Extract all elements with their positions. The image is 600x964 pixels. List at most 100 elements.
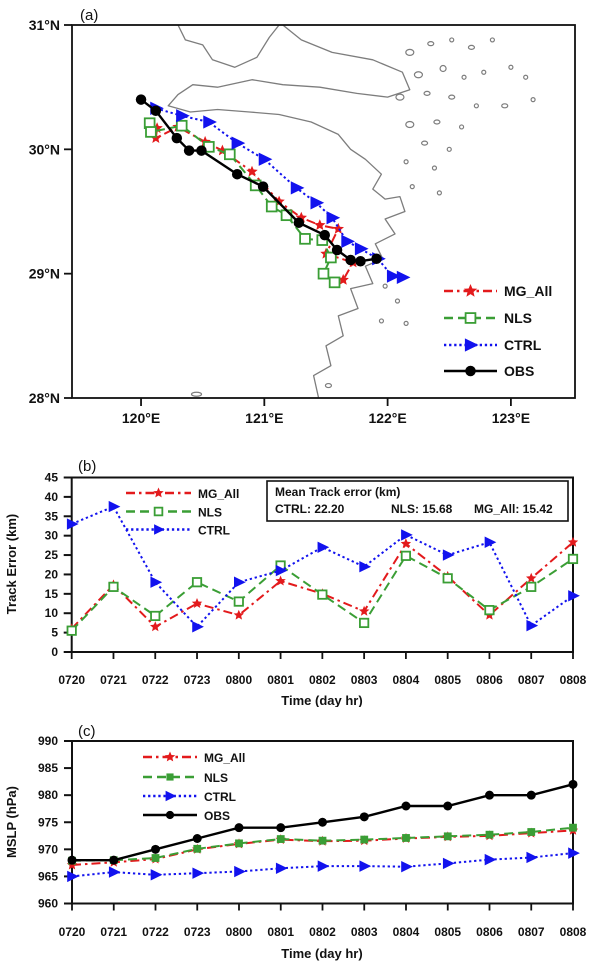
x-tick-label: 0802 [309,925,336,939]
circle-marker [234,823,244,833]
island [420,140,429,146]
circle-marker [109,855,119,865]
track-error-x-axis-title: Time (day hr) [281,693,362,707]
square-marker [400,550,412,561]
y-tick-label: 45 [45,471,59,485]
star-marker [567,536,579,547]
circle-marker [401,801,411,811]
island [436,190,442,196]
triangle-marker [150,869,163,881]
circle-marker [318,817,327,827]
island [405,48,415,56]
island [427,41,435,47]
x-tick-label: 0807 [518,673,545,687]
circle-marker [359,812,369,822]
map-plot-area [135,25,536,398]
island [523,74,529,80]
legend-entry-CTRL: CTRL [444,337,542,353]
x-tick-label: 121°E [245,410,283,426]
x-tick-label: 0720 [58,673,85,687]
star-marker [400,538,412,549]
x-tick-label: 123°E [492,410,530,426]
island [449,37,455,43]
triangle-marker [258,152,273,166]
triangle-marker [401,860,413,873]
triangle-marker [275,564,288,577]
island [403,320,409,326]
legend-label: NLS [198,506,222,520]
triangle-marker [317,860,330,872]
x-tick-label: 0807 [518,925,545,939]
circle-marker [443,801,453,811]
y-tick-label: 10 [45,606,59,620]
triangle-marker [484,853,497,866]
triangle-marker [568,590,580,602]
triangle-marker [359,860,372,872]
x-tick-label: 0800 [226,925,253,939]
triangle-marker [354,242,369,256]
mean-track-error-nls: NLS: 15.68 [391,502,453,516]
legend-label: CTRL [204,790,236,804]
square-marker [464,312,477,324]
legend-label: NLS [204,771,228,785]
circle-marker [151,844,160,854]
x-tick-label: 0801 [267,925,294,939]
x-tick-label: 0803 [351,673,378,687]
legend-entry-CTRL: CTRL [143,790,236,804]
series-line-MG_All [71,829,574,866]
y-tick-label: 28°N [29,390,60,406]
square-marker [193,844,202,853]
island [446,146,452,152]
legend-label: NLS [504,310,532,326]
legend-entry-NLS: NLS [444,310,532,326]
star-marker [463,284,478,297]
circle-marker [192,834,202,843]
panel-b-label: (b) [78,458,96,475]
triangle-marker [442,857,455,870]
triangle-marker [526,619,539,632]
island [508,64,514,70]
triangle-marker [442,549,455,561]
circle-marker [196,145,207,156]
island [489,37,495,43]
star-marker [358,605,370,616]
circle-marker [135,94,147,105]
triangle-marker [108,866,121,878]
triangle-marker [484,536,497,548]
triangle-marker [341,234,355,248]
square-marker [276,835,285,843]
triangle-marker [317,541,330,553]
circle-marker [331,244,343,256]
island [413,71,424,79]
legend-label: MG_All [198,487,239,501]
triangle-marker [203,115,217,129]
square-marker [108,581,119,592]
mslp-y-axis-title: MSLP (hPa) [4,786,19,858]
legend-label: MG_All [504,283,552,299]
island [405,120,415,129]
triangle-marker [526,851,539,864]
mslp-panel: (c) MSLP (hPa) Time (day hr) 960 965 970 97… [4,723,587,961]
x-tick-label: 0806 [476,673,503,687]
island [473,103,479,109]
triangle-marker [568,847,580,859]
square-marker [150,610,161,622]
circle-marker [231,168,243,180]
island [461,74,467,80]
triangle-marker [234,865,246,878]
x-tick-label: 120°E [122,410,160,426]
y-tick-label: 15 [45,587,59,601]
triangle-marker [275,862,288,874]
x-tick-label: 0723 [184,673,211,687]
star-marker [153,487,164,498]
circle-marker [568,779,578,789]
map-frame [71,24,576,399]
island [382,283,388,289]
y-tick-label: 980 [38,788,58,802]
y-tick-label: 970 [38,842,58,856]
x-tick-label: 0808 [560,673,587,687]
mslp-x-axis-title: Time (day hr) [281,946,362,961]
circle-marker [257,181,269,192]
island [501,103,509,109]
star-marker [233,609,244,620]
